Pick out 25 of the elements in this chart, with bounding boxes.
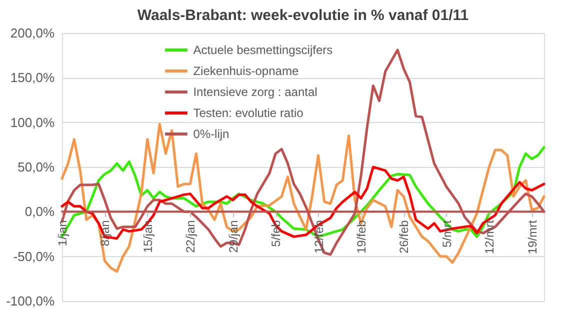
legend-label: Actuele besmettingscijfers — [193, 43, 333, 57]
chart-title: Waals-Brabant: week-evolutie in % vanaf 01/11 — [137, 7, 469, 24]
x-tick-label: 12/feb — [312, 220, 326, 254]
legend-label: 0%-lijn — [193, 127, 230, 141]
x-tick-label: 19/feb — [354, 220, 368, 254]
y-tick-label: 50,0% — [18, 160, 55, 174]
x-tick-label: 12/mrt — [482, 220, 497, 254]
x-tick-label: 8/jan — [98, 220, 112, 246]
x-tick-label: 29/jan — [226, 220, 240, 253]
legend-label: Testen: evolutie ratio — [193, 106, 304, 120]
y-tick-label: 200,0% — [10, 26, 55, 40]
x-tick-label: 1/jan — [56, 220, 70, 246]
y-tick-label: 150,0% — [10, 70, 55, 86]
x-tick-label: 5/feb — [269, 220, 284, 247]
x-tick-label: 5/mrt — [440, 220, 454, 248]
y-tick-label: 0,0% — [24, 204, 55, 220]
x-tick-label: 15/jan — [140, 220, 155, 253]
y-tick-label: -50,0% — [13, 248, 55, 264]
x-tick-label: 22/jan — [184, 220, 198, 253]
x-tick-label: 26/feb — [397, 220, 412, 254]
legend-label: Ziekenhuis-opname — [193, 64, 299, 78]
y-tick-label: -100,0% — [6, 294, 55, 308]
legend-label: Intensieve zorg : aantal — [193, 85, 318, 99]
x-tick-label: 19/mrt — [525, 220, 540, 254]
y-tick-label: 100,0% — [10, 114, 55, 130]
